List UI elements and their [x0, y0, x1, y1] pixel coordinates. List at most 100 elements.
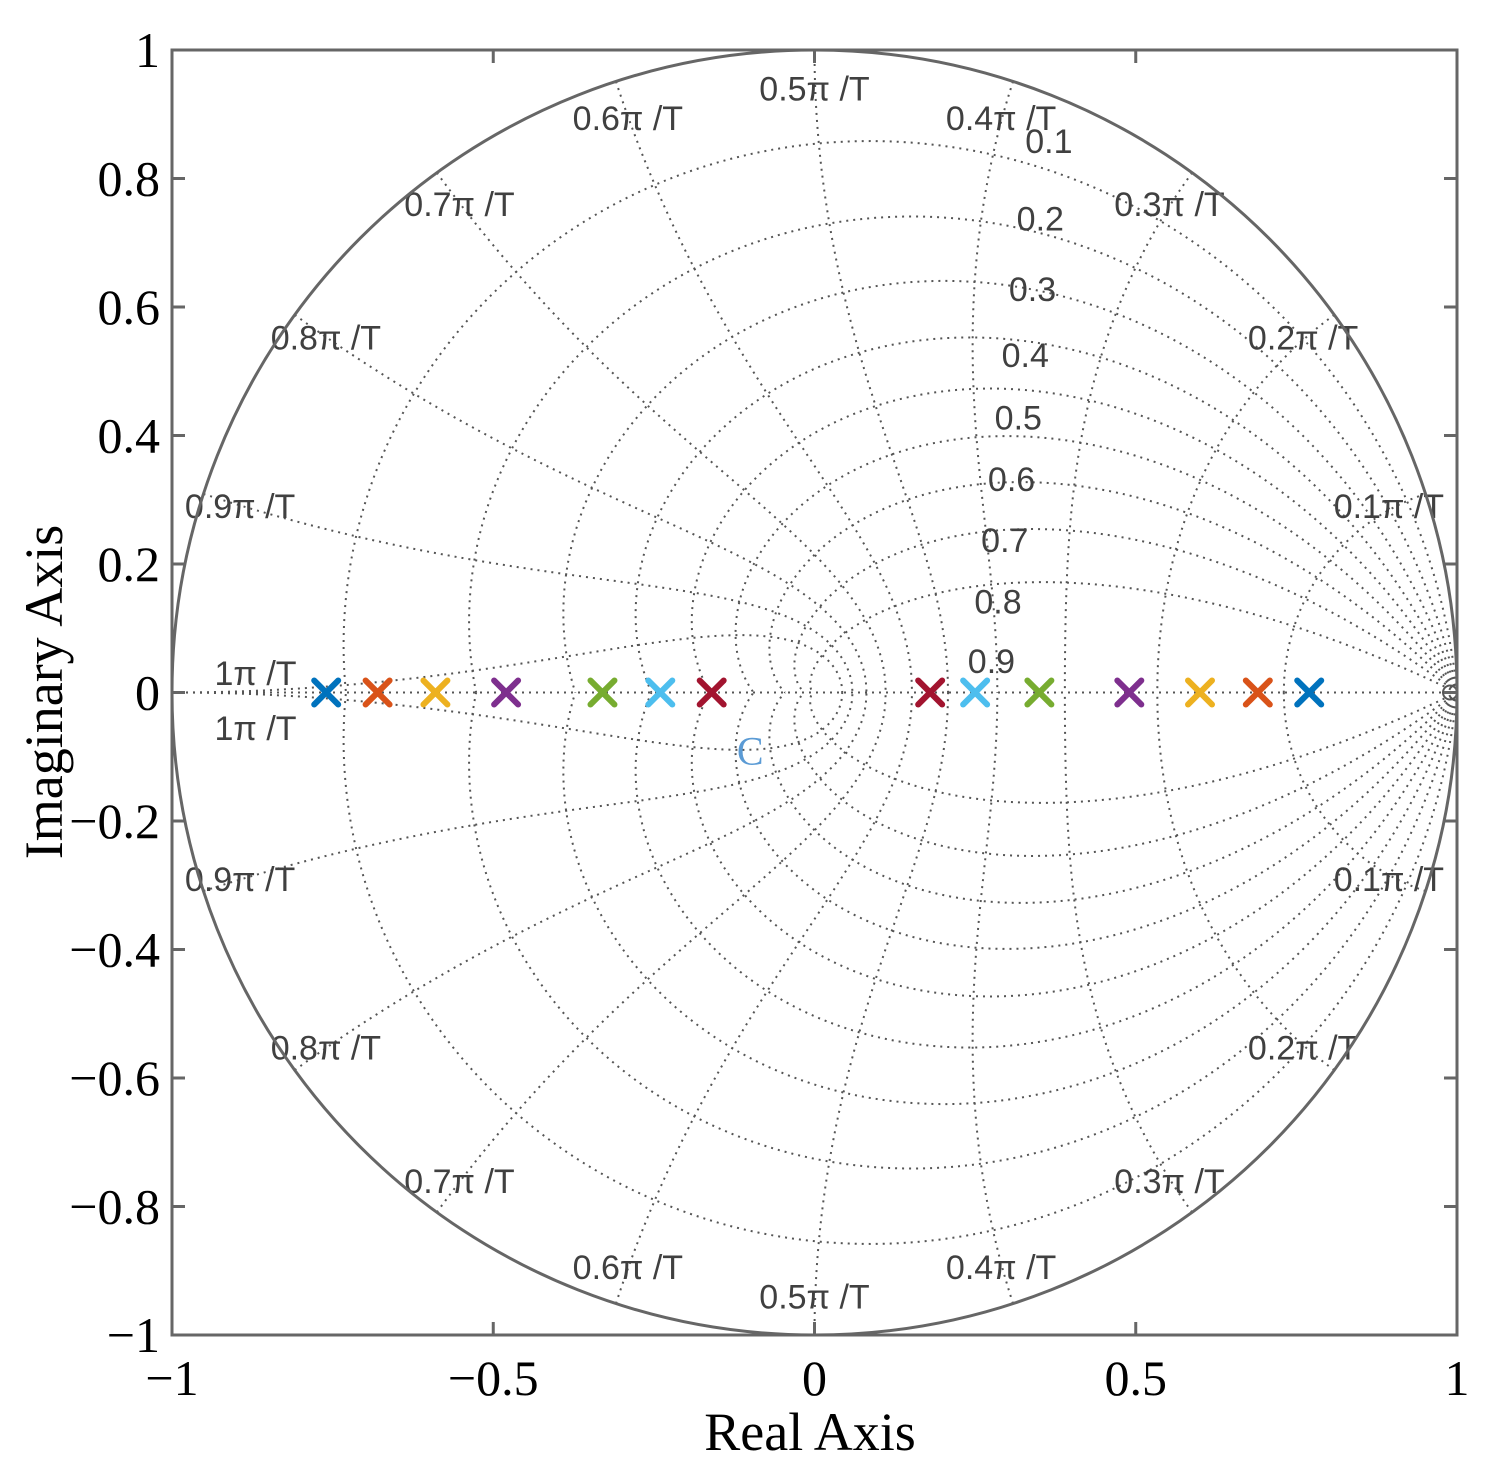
zgrid-lines — [172, 50, 1457, 1335]
frequency-curve-lower — [436, 692, 887, 1213]
damping-label: 0.4 — [1002, 337, 1049, 375]
pole-marker — [960, 677, 991, 708]
y-tick-label: −0.2 — [69, 793, 160, 849]
frequency-label-lower: 0.6π /T — [573, 1249, 683, 1287]
damping-label: 0.2 — [1017, 201, 1064, 239]
frequency-curve-upper — [615, 81, 914, 693]
frequency-label-lower: 0.5π /T — [759, 1278, 869, 1316]
pole-marker-stroke — [420, 677, 451, 708]
y-tick-label: 0.6 — [98, 279, 161, 335]
damping-curve-lower — [768, 691, 1457, 904]
axes-frame — [170, 48, 1459, 1337]
y-tick-label: 0.8 — [98, 151, 161, 207]
x-tick-label: 1 — [1445, 1350, 1470, 1406]
y-tick-label: 0.4 — [98, 408, 161, 464]
frequency-label-upper: 0.6π /T — [573, 100, 683, 138]
damping-label: 0.6 — [988, 461, 1035, 499]
pole-marker — [1024, 677, 1055, 708]
damping-curve-upper — [793, 528, 1457, 694]
pole-marker-stroke — [915, 677, 946, 708]
frequency-label-upper: 0.9π /T — [185, 488, 295, 526]
damping-curve-lower — [342, 692, 1457, 1245]
origin-loop-marker — [1442, 684, 1457, 701]
pole-marker — [311, 677, 342, 708]
pole-marker-stroke — [1114, 677, 1145, 708]
pole-marker-stroke — [1294, 677, 1325, 708]
frequency-curve-lower — [615, 692, 914, 1304]
y-tick-label: −0.4 — [69, 922, 160, 978]
tick-labels: −1 −0.5 0 0.5 1 −1 −0.8 −0.6 −0.4 −0.2 0 0.2 0.4 0.6 0… — [69, 22, 1469, 1406]
zgrid-labels: 0.10.20.30.40.50.60.70.80.90.1π /T0.1π /… — [185, 71, 1444, 1317]
frequency-curve-lower — [1156, 692, 1335, 1071]
frequency-curve-lower — [1063, 692, 1193, 1213]
x-tick-label: −0.5 — [448, 1350, 539, 1406]
pole-marker — [491, 677, 522, 708]
x-tick-label: −1 — [145, 1350, 198, 1406]
frequency-curve-upper — [436, 172, 887, 693]
frequency-curve-lower — [813, 692, 950, 1335]
pole-marker — [915, 677, 946, 708]
pole-marker-stroke — [491, 677, 522, 708]
frequency-label-upper: 0.3π /T — [1114, 186, 1224, 224]
damping-label: 0.9 — [968, 643, 1015, 681]
damping-curve-upper — [634, 336, 1457, 693]
annotation-label: C — [737, 728, 764, 773]
damping-curve-upper — [562, 279, 1457, 693]
damping-curve-upper — [809, 581, 1457, 694]
pole-marker-stroke — [696, 677, 727, 708]
damping-label: 0.8 — [974, 583, 1021, 621]
frequency-label-upper: 0.5π /T — [759, 71, 869, 109]
pole-marker-stroke — [645, 677, 676, 708]
y-axis-title: Imaginary Axis — [14, 525, 74, 859]
damping-curve-upper — [690, 387, 1457, 694]
damping-label: 0.7 — [981, 522, 1028, 560]
pole-marker — [362, 677, 393, 708]
frequency-label-upper: 0.8π /T — [271, 320, 381, 358]
y-tick-label: 0 — [135, 665, 160, 721]
y-tick-label: 0.2 — [98, 536, 161, 592]
damping-curve-lower — [690, 691, 1457, 998]
x-axis-title: Real Axis — [704, 1402, 916, 1462]
frequency-label-upper: 1π /T — [215, 655, 297, 693]
pole-marker — [587, 677, 618, 708]
pole-marker-stroke — [960, 677, 991, 708]
frequency-label-upper: 0.4π /T — [946, 100, 1056, 138]
frequency-curve-upper — [813, 50, 950, 693]
damping-curve-lower — [793, 691, 1457, 857]
damping-curve-upper — [768, 481, 1457, 694]
y-tick-label: 1 — [135, 22, 160, 78]
frequency-label-upper: 0.2π /T — [1248, 320, 1358, 358]
pole-marker — [696, 677, 727, 708]
damping-curve-lower — [562, 692, 1457, 1106]
pole-marker — [1242, 677, 1273, 708]
damping-label: 0.1 — [1025, 123, 1072, 161]
damping-curve-lower — [634, 692, 1457, 1049]
damping-curve-upper — [342, 140, 1457, 693]
pole-marker-stroke — [362, 677, 393, 708]
damping-label: 0.3 — [1009, 271, 1056, 309]
pole-marker-stroke — [311, 677, 342, 708]
pole-marker — [645, 677, 676, 708]
pole-marker — [1294, 677, 1325, 708]
pole-marker-stroke — [1185, 677, 1215, 708]
frequency-label-upper: 0.7π /T — [404, 186, 514, 224]
pole-marker — [1114, 677, 1145, 708]
pole-markers — [311, 677, 1325, 708]
frequency-label-lower: 0.4π /T — [946, 1249, 1056, 1287]
pole-marker — [1185, 677, 1215, 708]
pole-marker-stroke — [1024, 677, 1055, 708]
damping-curve-lower — [809, 691, 1457, 804]
y-tick-label: −1 — [107, 1307, 160, 1363]
pole-marker-stroke — [587, 677, 618, 708]
frequency-label-upper: 0.1π /T — [1334, 488, 1444, 526]
frequency-label-lower: 0.3π /T — [1114, 1163, 1224, 1201]
y-tick-label: −0.6 — [69, 1050, 160, 1106]
y-tick-label: −0.8 — [69, 1179, 160, 1235]
frequency-curve-upper — [1156, 314, 1335, 693]
frequency-label-lower: 1π /T — [215, 710, 297, 748]
pole-marker-stroke — [1242, 677, 1273, 708]
x-tick-label: 0 — [802, 1350, 827, 1406]
frequency-curve-upper — [1063, 172, 1193, 693]
